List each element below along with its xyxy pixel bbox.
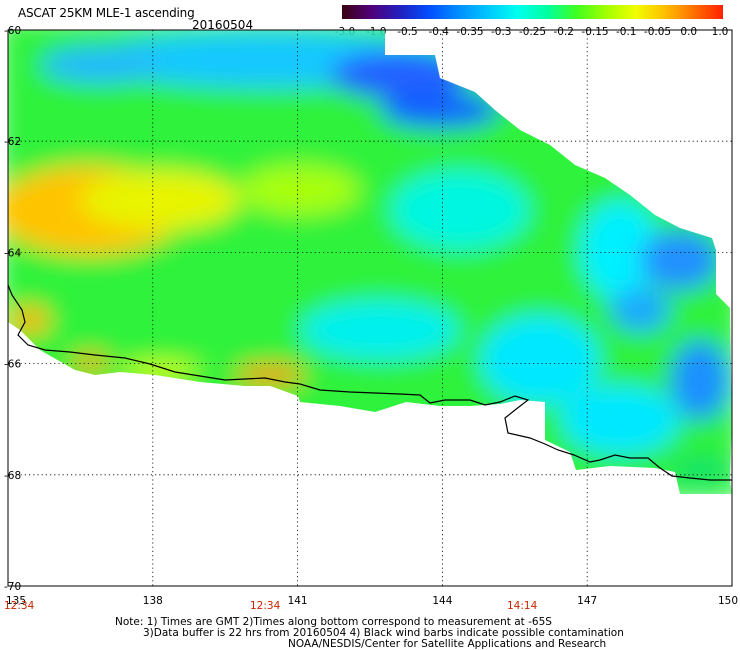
colorbar-tick-label: -0.05 — [643, 26, 672, 38]
lat-label: -62 — [4, 136, 21, 148]
lon-label: 150 — [718, 595, 738, 607]
colorbar-tick-label: 0.0 — [680, 26, 698, 38]
product-date: 20160504 — [192, 18, 254, 32]
lon-label: 141 — [288, 595, 308, 607]
colorbar-gradient — [342, 5, 723, 19]
product-title: ASCAT 25KM MLE-1 ascending — [18, 6, 195, 20]
colorbar-tick-label: -0.1 — [616, 26, 637, 38]
lat-label: -66 — [4, 359, 21, 371]
lat-label: -64 — [4, 247, 21, 259]
coastline — [7, 284, 732, 481]
time-label-1: 12:34 — [4, 600, 35, 612]
colorbar-tick-label: -0.35 — [456, 26, 484, 38]
wind-field — [8, 30, 732, 494]
colorbar-tick-label: -0.4 — [428, 26, 450, 38]
lat-label: -68 — [4, 470, 21, 482]
colorbar-tick-label: -0.3 — [491, 26, 512, 38]
lat-label: -60 — [4, 25, 21, 37]
colorbar-tick-label: -0.2 — [553, 26, 575, 38]
colorbar-tick-label: -0.15 — [581, 26, 609, 38]
axis-labels: -60 -62 -64 -66 -68 -70 135 138 141 144 147 150 — [4, 25, 738, 607]
graticule — [8, 30, 732, 586]
colorbar-tick-label: -0.5 — [397, 26, 418, 38]
time-label-3: 14:14 — [507, 600, 538, 612]
colorbar-tick-label: -0.25 — [518, 26, 547, 38]
note-line-2: 3)Data buffer is 22 hrs from 20160504 4)… — [143, 627, 624, 639]
note-line-3: NOAA/NESDIS/Center for Satellite Applica… — [288, 638, 607, 650]
colorbar-tick-label: 1.0 — [711, 26, 729, 38]
note-line-1: Note: 1) Times are GMT 2)Times along bot… — [115, 616, 552, 628]
colorbar — [342, 5, 723, 19]
lon-label: 147 — [577, 595, 597, 607]
lon-label: 135 — [6, 595, 26, 607]
time-label-2: 12:34 — [250, 600, 281, 612]
lon-label: 144 — [432, 595, 452, 607]
lon-label: 138 — [143, 595, 163, 607]
lat-label: -70 — [4, 581, 21, 593]
plot-frame — [7, 29, 733, 587]
